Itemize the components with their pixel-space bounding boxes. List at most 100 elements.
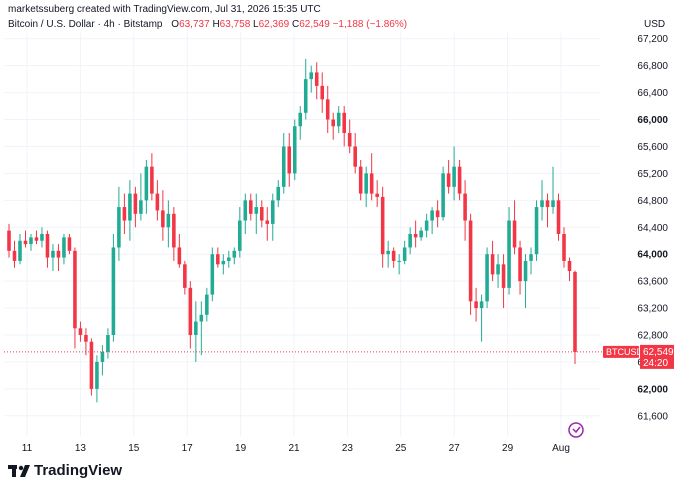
high-value: 63,758 — [219, 19, 251, 30]
candle-56 — [314, 62, 319, 100]
candle-24 — [139, 173, 143, 221]
y-tick-label-4: 65,600 — [637, 142, 668, 153]
x-tick-label-4: 19 — [235, 443, 247, 454]
candle-body-50 — [281, 146, 286, 187]
candle-body-84 — [468, 220, 473, 302]
candle-body-30 — [172, 213, 176, 248]
candle-72 — [402, 240, 407, 265]
candle-1 — [12, 240, 17, 268]
candle-47 — [265, 207, 270, 241]
symbol-name: Bitcoin / U.S. Dollar · 4h · Bitstamp — [8, 19, 163, 30]
brand-name: TradingView — [34, 462, 123, 479]
candle-99 — [551, 166, 555, 214]
candle-body-18 — [106, 335, 110, 352]
candle-15 — [89, 338, 94, 396]
candle-body-68 — [380, 196, 385, 255]
candle-52 — [292, 119, 297, 181]
candle-body-78 — [435, 210, 440, 218]
candle-84 — [468, 213, 473, 315]
candle-body-25 — [144, 166, 149, 201]
candle-body-14 — [84, 335, 88, 342]
candle-body-61 — [342, 112, 346, 133]
candle-body-4 — [29, 237, 33, 245]
candle-body-53 — [298, 112, 303, 127]
candle-body-44 — [249, 200, 253, 214]
candle-body-64 — [358, 166, 363, 194]
candle-body-67 — [375, 193, 379, 197]
candle-62 — [347, 119, 352, 154]
candle-14 — [84, 328, 88, 356]
candle-83 — [463, 180, 467, 241]
candle-58 — [325, 85, 330, 133]
candle-73 — [408, 227, 412, 255]
candle-38 — [216, 247, 220, 268]
candle-body-95 — [529, 254, 533, 261]
candle-body-29 — [166, 213, 171, 228]
candle-body-96 — [534, 207, 539, 255]
y-tick-label-7: 64,400 — [637, 223, 668, 234]
price-tag-symbol: BTCUSD — [606, 347, 644, 357]
attribution-text: marketssuberg created with TradingView.c… — [8, 4, 321, 15]
candle-body-57 — [320, 85, 325, 100]
candle-49 — [276, 180, 281, 208]
candle-body-79 — [441, 173, 445, 218]
candle-87 — [485, 247, 489, 309]
price-tag-symbol-bg — [603, 345, 639, 358]
candle-body-46 — [259, 207, 264, 221]
candle-body-99 — [551, 200, 555, 208]
candle-body-7 — [45, 234, 50, 258]
price-tag-countdown: 24:20 — [643, 358, 668, 369]
candle-body-51 — [287, 146, 292, 174]
candle-96 — [534, 200, 539, 261]
candle-body-2 — [18, 240, 22, 261]
x-tick-label-10: Aug — [552, 443, 570, 454]
candle-90 — [501, 254, 506, 309]
candle-21 — [122, 193, 127, 234]
candle-41 — [232, 247, 237, 265]
candle-body-33 — [188, 287, 193, 335]
candle-body-69 — [386, 250, 390, 255]
candle-51 — [287, 133, 292, 187]
candle-body-72 — [402, 247, 407, 261]
candle-body-24 — [139, 200, 143, 214]
candle-65 — [364, 166, 368, 208]
candle-4 — [29, 234, 33, 251]
candle-70 — [391, 247, 396, 268]
x-tick-label-3: 17 — [182, 443, 194, 454]
candle-body-94 — [523, 260, 528, 282]
candle-body-21 — [122, 207, 127, 221]
candle-body-40 — [227, 257, 231, 261]
candle-body-56 — [314, 72, 319, 86]
candle-6 — [40, 227, 44, 248]
x-tick-label-5: 21 — [288, 443, 300, 454]
candle-body-3 — [23, 240, 28, 245]
candle-37 — [210, 247, 215, 302]
candle-66 — [369, 153, 374, 201]
y-tick-label-3: 66,000 — [637, 115, 668, 126]
y-tick-label-2: 66,400 — [637, 88, 668, 99]
candle-89 — [496, 254, 500, 288]
candle-body-15 — [89, 341, 94, 389]
candle-body-17 — [100, 351, 105, 362]
candle-body-97 — [540, 200, 544, 208]
candle-body-28 — [161, 210, 165, 228]
y-tick-label-8: 64,000 — [637, 250, 668, 261]
grid-lines — [4, 32, 600, 436]
symbol-info: Bitcoin / U.S. Dollar · 4h · Bitstamp O6… — [8, 19, 407, 30]
candle-body-59 — [331, 119, 335, 127]
candle-body-10 — [62, 237, 66, 258]
candle-body-60 — [336, 112, 341, 127]
candle-20 — [117, 186, 121, 261]
candle-body-35 — [199, 314, 204, 322]
price-tag-price: 62,549 — [643, 347, 674, 358]
replay-icon[interactable] — [568, 422, 584, 438]
candle-40 — [227, 250, 231, 268]
candle-body-39 — [221, 260, 226, 265]
candle-59 — [331, 112, 335, 140]
candle-body-12 — [73, 250, 77, 329]
candle-11 — [67, 234, 72, 255]
candle-body-9 — [56, 250, 61, 258]
candle-body-54 — [303, 79, 308, 113]
x-tick-label-0: 11 — [22, 443, 33, 454]
